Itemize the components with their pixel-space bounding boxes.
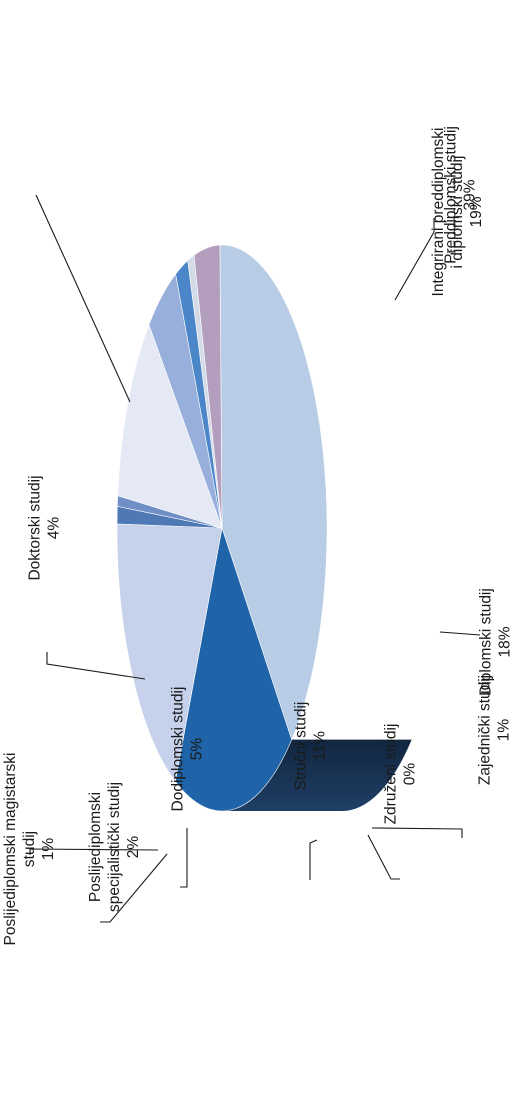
label-group-dodiplomski-studij: Dodiplomski studij 5%: [170, 687, 206, 812]
slice-name-label: Poslijediplomski: [87, 792, 104, 902]
leader-line-doktorski-studij: [46, 652, 146, 680]
label-group-integrirani-preddiplomski-i-diplomski-studij: Integrirani preddiplomski i diplomski stu…: [430, 128, 485, 297]
label-layer: Preddiplomski studij 39%Integrirani predd…: [2, 126, 514, 945]
pie-slice-preddiplomski-studij: [219, 244, 328, 741]
slice-value-label: 5%: [189, 738, 206, 761]
slice-value-label: 39%: [462, 179, 479, 210]
leader-line-preddiplomski-studij: [35, 194, 131, 403]
leader-line-diplomski-studij: [439, 631, 481, 636]
slice-name-label: Poslijediplomski magistarski: [2, 753, 19, 946]
label-group-poslijediplomski-magistarski-studij: Poslijediplomski magistarski studij 1%: [2, 753, 57, 946]
slice-name-label: i diplomski studij: [449, 156, 466, 269]
slice-value-label: 18%: [497, 626, 514, 657]
slice-name-label: Dodiplomski studij: [170, 687, 187, 812]
label-group-preddiplomski-studij: Preddiplomski studij 39%: [443, 126, 479, 264]
slice-value-label: 19%: [468, 196, 485, 227]
pie-side-integrirani-preddiplomski-i-diplomski-studij: [222, 739, 412, 812]
label-group-diplomski-studij: Diplomski studij 18%: [478, 588, 514, 696]
pie-slice-doktorski-studij: [193, 244, 223, 529]
leader-line-zdruzeni-studij: [367, 834, 400, 880]
leader-line-zajednicki-studij: [371, 827, 463, 838]
slice-value-label: 2%: [125, 836, 142, 859]
slice-name-label: Diplomski studij: [478, 588, 495, 696]
slice-name-label: Stručni studij: [293, 702, 310, 791]
slice-name-label: Preddiplomski studij: [443, 126, 460, 264]
slice-value-label: 1%: [496, 719, 513, 742]
leader-line-poslijediplomski-specijalisticki-studij: [100, 853, 168, 923]
pie-layer: [116, 244, 412, 812]
slice-value-label: 4%: [46, 517, 63, 540]
label-group-zdruzeni-studij: Združeni studij 0%: [383, 724, 419, 825]
slice-value-label: 11%: [312, 731, 329, 761]
slice-name-label: Zajednički studij: [477, 675, 494, 785]
label-group-strucni-studij: Stručni studij 11%: [293, 702, 329, 791]
pie-slice-integrirani-preddiplomski-i-diplomski-studij: [174, 527, 293, 812]
slice-value-label: 0%: [402, 763, 419, 786]
slice-name-label: Združeni studij: [383, 724, 400, 825]
slice-name-label: Doktorski studij: [27, 475, 44, 580]
pie-slice-strucni-studij: [117, 323, 223, 529]
slice-value-label: 1%: [40, 838, 57, 861]
label-group-zajednicki-studij: Zajednički studij 1%: [477, 675, 513, 785]
leader-line-strucni-studij: [309, 839, 318, 880]
leader-line-poslijediplomski-magistarski-studij: [29, 848, 159, 855]
label-group-doktorski-studij: Doktorski studij 4%: [27, 475, 63, 580]
slice-name-label: Integrirani preddiplomski: [430, 128, 447, 297]
pie-slice-diplomski-studij: [116, 523, 223, 783]
leader-line-dodiplomski-studij: [180, 828, 188, 888]
slice-name-label: studij: [21, 831, 38, 867]
leader-line-integrirani-preddiplomski-i-diplomski-studij: [394, 218, 435, 301]
label-group-poslijediplomski-specijalisticki-studij: Poslijediplomski specijalistički studij 2%: [87, 782, 142, 912]
slice-name-label: specijalistički studij: [106, 782, 123, 912]
